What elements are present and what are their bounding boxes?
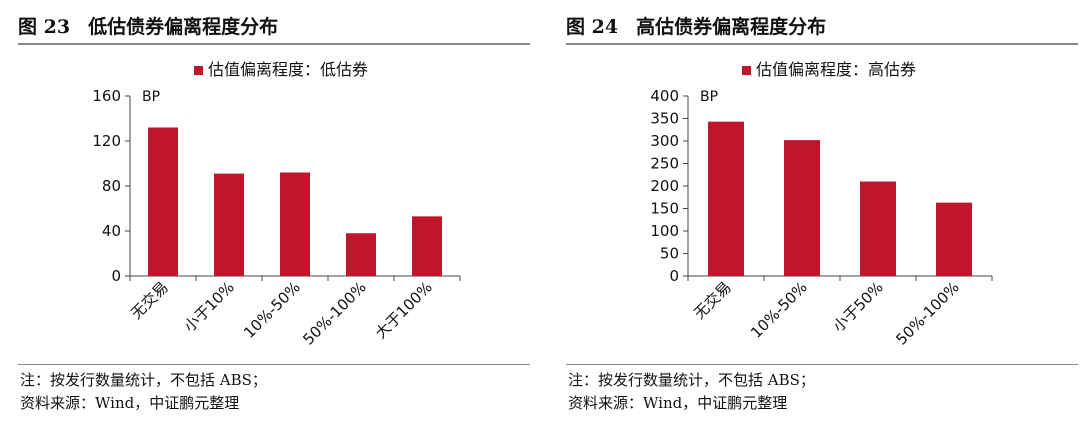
source-text: 资料来源：Wind，中证鹏元整理 (20, 394, 240, 412)
note-text: 注：按发行数量统计，不包括 ABS； (20, 371, 267, 389)
title-rule (566, 43, 1078, 45)
bar-chart: 估值偏离程度：低估券 BP 0 40 80 120 160 无交易 小于10% 10%-50%50… (92, 60, 461, 349)
y-axis-unit-label: BP (700, 89, 718, 105)
bar (346, 233, 376, 276)
bar (708, 121, 744, 277)
y-tick-label: 100 (650, 222, 679, 240)
figure-number: 图 23 (18, 16, 71, 38)
y-tick-label: 40 (102, 222, 121, 240)
legend-label: 估值偏离程度：高估券 (756, 60, 916, 79)
source-text: 资料来源：Wind，中证鹏元整理 (568, 394, 788, 412)
y-tick-label: 300 (650, 132, 679, 150)
figure-title-text: 高估债券偏离程度分布 (636, 16, 827, 38)
legend-label: 估值偏离程度：低估券 (208, 60, 368, 79)
y-tick-label: 350 (650, 110, 679, 128)
legend-swatch (194, 66, 203, 75)
x-tick-label: 小于10% (180, 278, 238, 336)
title-rule (18, 43, 530, 45)
footer-rule (566, 364, 1078, 365)
y-tick-label: 160 (92, 87, 121, 105)
chart-panel-right: 图 24 高估债券偏离程度分布 估值偏离程度：高估券 BP 0 50 100 150 200 2… (566, 0, 1078, 422)
y-tick-label: 150 (650, 200, 679, 218)
bar (214, 173, 244, 276)
bar-chart: 估值偏离程度：高估券 BP 0 50 100 150 200 250 300 350 400 无交易 1… (650, 60, 993, 349)
y-tick-label: 250 (650, 155, 679, 173)
y-tick-label: 80 (102, 177, 121, 195)
bar (280, 172, 310, 276)
y-tick-label: 400 (650, 87, 679, 105)
y-tick-label: 120 (92, 132, 121, 150)
x-tick-label: 50%-100% (892, 278, 962, 348)
x-tick-label: 50%-100% (299, 278, 369, 348)
x-tick-label: 10%-50% (747, 278, 811, 342)
x-tick-label: 无交易 (127, 278, 172, 323)
bar (412, 216, 442, 276)
bar (936, 202, 972, 276)
y-tick-label: 200 (650, 177, 679, 195)
y-tick-label: 0 (669, 267, 679, 285)
chart-panel-left: 图 23 低估债券偏离程度分布 估值偏离程度：低估券 BP 0 40 80 120 160 无交… (18, 0, 530, 422)
y-axis-unit-label: BP (142, 89, 160, 105)
bar (148, 127, 178, 276)
note-text: 注：按发行数量统计，不包括 ABS； (568, 371, 815, 389)
x-tick-label: 小于50% (829, 278, 887, 336)
x-tick-label: 大于100% (372, 278, 436, 342)
legend-swatch (742, 66, 751, 75)
figure-title: 图 24 高估债券偏离程度分布 (566, 12, 1078, 42)
figure-title: 图 23 低估债券偏离程度分布 (18, 12, 530, 42)
figure-number: 图 24 (566, 16, 619, 38)
y-tick-label: 50 (660, 245, 679, 263)
footer-rule (18, 364, 530, 365)
y-tick-label: 0 (111, 267, 121, 285)
x-tick-label: 无交易 (690, 278, 735, 323)
figure-title-text: 低估债券偏离程度分布 (88, 16, 279, 38)
x-tick-label: 10%-50% (240, 278, 304, 342)
bar (860, 181, 896, 276)
bar (784, 140, 820, 276)
